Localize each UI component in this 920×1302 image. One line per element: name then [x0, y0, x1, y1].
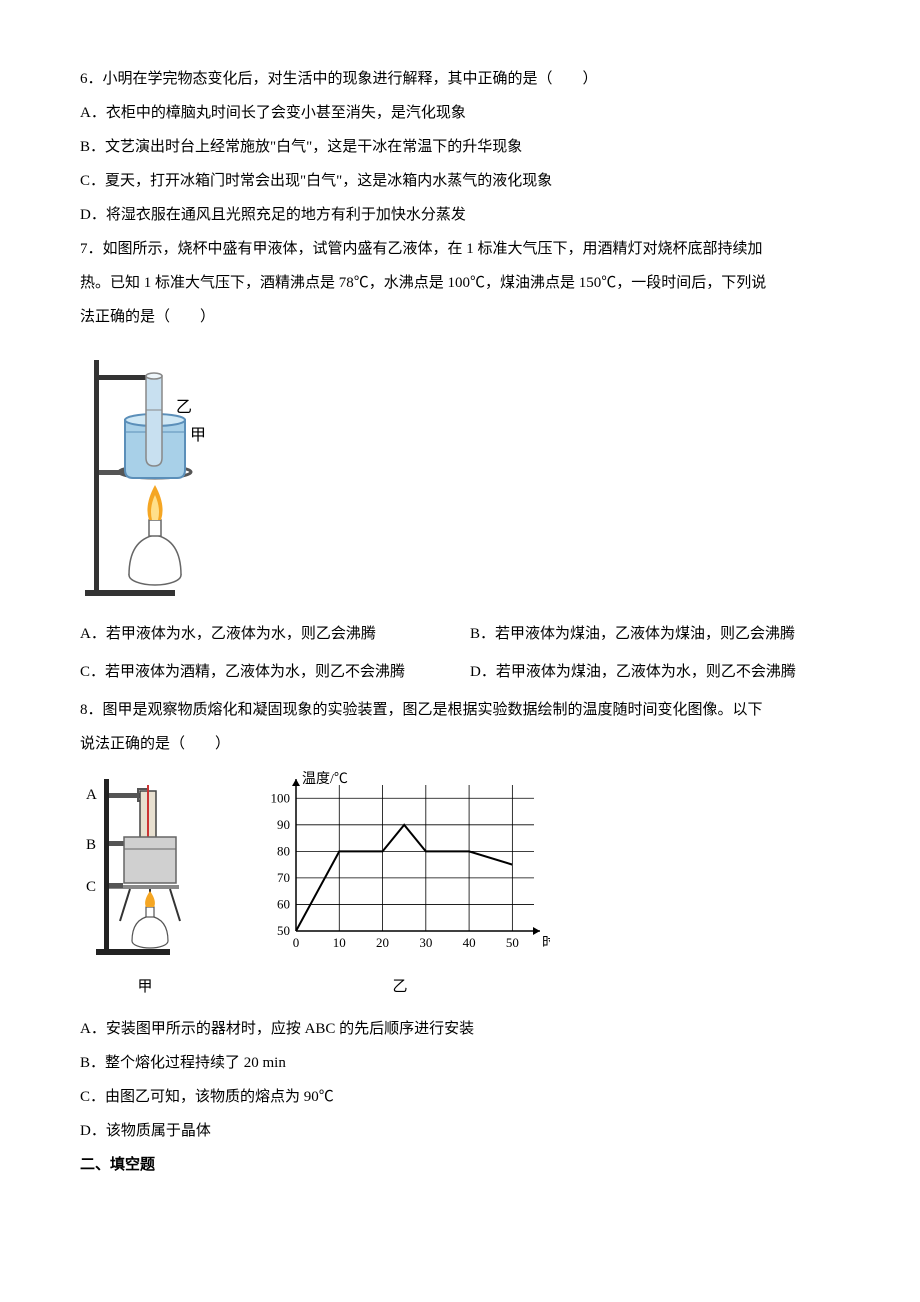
svg-text:A: A — [86, 787, 97, 803]
q7-stem-line1: 7．如图所示，烧杯中盛有甲液体，试管内盛有乙液体，在 1 标准大气压下，用酒精灯… — [80, 234, 840, 264]
q6-option-b: B．文艺演出时台上经常施放"白气"，这是干冰在常温下的升华现象 — [80, 132, 840, 162]
svg-text:0: 0 — [293, 935, 300, 950]
q6-option-a: A．衣柜中的樟脑丸时间长了会变小甚至消失，是汽化现象 — [80, 98, 840, 128]
q6-option-d: D．将湿衣服在通风且光照充足的地方有利于加快水分蒸发 — [80, 200, 840, 230]
svg-text:70: 70 — [277, 870, 290, 885]
q7-option-c: C．若甲液体为酒精，乙液体为水，则乙不会沸腾 — [80, 657, 430, 687]
q7-stem-line3: 法正确的是（ ） — [80, 302, 840, 332]
svg-text:80: 80 — [277, 843, 290, 858]
q8-figure-left-wrap: A B C 甲 — [80, 771, 210, 1002]
svg-text:40: 40 — [463, 935, 476, 950]
q6-option-c: C．夏天，打开冰箱门时常会出现"白气"，这是冰箱内水蒸气的液化现象 — [80, 166, 840, 196]
q8-chart: 0 10 20 30 40 50 50 60 70 80 90 100 温度/℃ 时间/min — [250, 771, 550, 961]
svg-text:甲: 甲 — [190, 427, 206, 444]
svg-text:B: B — [86, 837, 96, 853]
q8-option-c: C．由图乙可知，该物质的熔点为 90℃ — [80, 1082, 840, 1112]
svg-text:90: 90 — [277, 817, 290, 832]
svg-text:100: 100 — [271, 790, 291, 805]
q7-stem-line2: 热。已知 1 标准大气压下，酒精沸点是 78℃，水沸点是 100℃，煤油沸点是 … — [80, 268, 840, 298]
q6-stem: 6．小明在学完物态变化后，对生活中的现象进行解释，其中正确的是（ ） — [80, 64, 840, 94]
svg-text:温度/℃: 温度/℃ — [302, 771, 348, 787]
q8-figure-row: A B C 甲 0 10 20 30 40 50 50 60 70 80 90 100 温度/℃ 时间/min… — [80, 771, 840, 1002]
q8-figure-left-caption: 甲 — [80, 972, 210, 1002]
svg-text:50: 50 — [277, 923, 290, 938]
svg-text:50: 50 — [506, 935, 519, 950]
svg-text:时间/min: 时间/min — [542, 935, 550, 951]
svg-text:C: C — [86, 879, 96, 895]
q8-option-a: A．安装图甲所示的器材时，应按 ABC 的先后顺序进行安装 — [80, 1014, 840, 1044]
q7-option-b: B．若甲液体为煤油，乙液体为煤油，则乙会沸腾 — [470, 619, 795, 649]
svg-text:乙: 乙 — [176, 399, 192, 416]
svg-text:20: 20 — [376, 935, 389, 950]
q8-figure-right-caption: 乙 — [250, 972, 550, 1002]
q8-option-b: B．整个熔化过程持续了 20 min — [80, 1048, 840, 1078]
q8-option-d: D．该物质属于晶体 — [80, 1116, 840, 1146]
q7-option-d: D．若甲液体为煤油，乙液体为水，则乙不会沸腾 — [470, 657, 796, 687]
q8-figure-right-wrap: 0 10 20 30 40 50 50 60 70 80 90 100 温度/℃ 时间/min 乙 — [250, 771, 550, 1002]
q8-stem-line2: 说法正确的是（ ） — [80, 729, 840, 759]
q8-stem-line1: 8．图甲是观察物质熔化和凝固现象的实验装置，图乙是根据实验数据绘制的温度随时间变… — [80, 695, 840, 725]
q7-figure: 乙甲 — [80, 340, 840, 611]
svg-text:10: 10 — [333, 935, 346, 950]
svg-text:30: 30 — [419, 935, 432, 950]
section-2-heading: 二、填空题 — [80, 1150, 840, 1180]
q7-option-a: A．若甲液体为水，乙液体为水，则乙会沸腾 — [80, 619, 430, 649]
svg-text:60: 60 — [277, 896, 290, 911]
q7-diagram: 乙甲 — [80, 340, 230, 600]
q8-apparatus-diagram: A B C — [80, 771, 210, 961]
